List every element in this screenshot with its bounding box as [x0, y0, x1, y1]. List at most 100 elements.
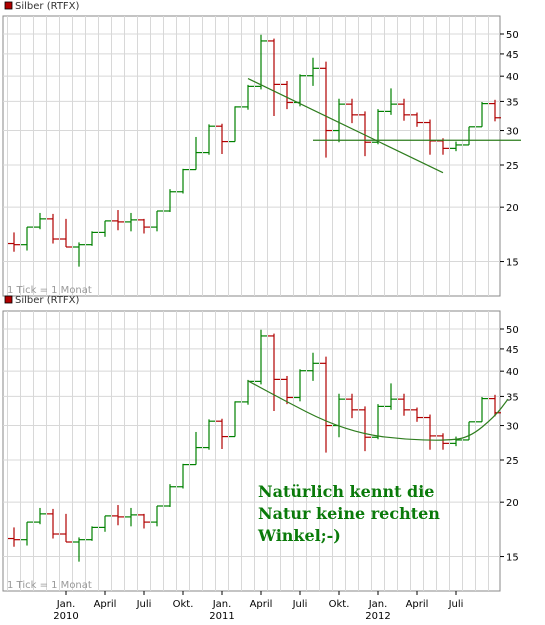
legend-swatch [4, 1, 13, 10]
y-tick-label: 25 [506, 161, 519, 172]
legend-swatch [4, 295, 13, 304]
y-tick-label: 15 [506, 258, 519, 269]
ohlc-bar [372, 109, 384, 145]
ohlc-bar [164, 189, 176, 212]
tick-footnote: 1 Tick = 1 Monat [7, 285, 92, 296]
y-tick-label: 40 [506, 72, 519, 83]
ohlc-bar [372, 404, 384, 440]
plot-area [2, 15, 501, 297]
ohlc-bar [359, 406, 371, 452]
ohlc-bar [398, 393, 410, 416]
plot-area [2, 310, 501, 592]
ohlc-bar [138, 218, 150, 234]
ohlc-bar [60, 218, 72, 248]
x-tick-label: Okt. [329, 599, 350, 610]
ohlc-bar [411, 407, 423, 422]
ohlc-bar [99, 515, 111, 532]
tick-footnote: 1 Tick = 1 Monat [7, 580, 92, 591]
x-year-label: 2010 [53, 611, 78, 622]
x-tick-label: April [406, 599, 429, 610]
ohlc-bar [125, 212, 137, 232]
ohlc-bar [463, 421, 475, 441]
ohlc-bar [73, 537, 85, 562]
x-year-label: 2011 [209, 611, 234, 622]
ohlc-bar [307, 352, 319, 381]
ohlc-bar [255, 34, 267, 90]
ohlc-bar [411, 112, 423, 127]
ohlc-bar [34, 212, 46, 230]
trendline-descending [247, 78, 444, 174]
ohlc-bar [229, 401, 241, 438]
ohlc-bar [177, 463, 189, 489]
y-tick-label: 25 [506, 456, 519, 467]
ohlc-bar [47, 213, 59, 244]
x-tick-label: Juli [292, 599, 308, 610]
ohlc-bar [21, 521, 33, 546]
ohlc-bar [99, 220, 111, 237]
ohlc-bar [281, 80, 293, 110]
y-tick-label: 35 [506, 392, 519, 403]
ohlc-bar [190, 136, 202, 171]
ohlc-bar [320, 61, 332, 158]
ohlc-bar [307, 57, 319, 86]
annotation-line: Natürlich kennt die [258, 482, 434, 501]
ohlc-bar [151, 505, 163, 527]
ohlc-bar [203, 419, 215, 450]
ohlc-bar [60, 513, 72, 543]
ohlc-bar [34, 507, 46, 525]
ohlc-bar [281, 375, 293, 405]
x-tick-label: Jan. [212, 599, 232, 610]
y-tick-label: 50 [506, 30, 519, 41]
ohlc-bar [398, 98, 410, 121]
ohlc-bar [86, 526, 98, 541]
ohlc-bar [320, 356, 332, 453]
ohlc-bar [476, 101, 488, 128]
x-tick-label: Okt. [173, 599, 194, 610]
x-tick-label: Jan. [56, 599, 76, 610]
x-tick-label: April [94, 599, 117, 610]
trend-curve [247, 380, 509, 441]
ohlc-bar [151, 210, 163, 232]
legend-label: Silber (RTFX) [15, 295, 80, 306]
ohlc-bar [255, 329, 267, 385]
ohlc-bar [21, 226, 33, 251]
ohlc-bar [8, 527, 20, 547]
ohlc-bar [229, 106, 241, 143]
ohlc-bar [8, 232, 20, 252]
ohlc-bar [359, 111, 371, 157]
ohlc-bar [138, 513, 150, 529]
ohlc-bar [112, 210, 124, 231]
x-tick-label: Juli [136, 599, 152, 610]
ohlc-bar [203, 124, 215, 155]
y-tick-label: 20 [506, 203, 519, 214]
y-tick-label: 40 [506, 367, 519, 378]
y-tick-label: 15 [506, 553, 519, 564]
ohlc-bar [164, 484, 176, 507]
annotation-line: Winkel;-) [257, 526, 341, 545]
y-tick-label: 30 [506, 422, 519, 433]
x-tick-label: Jan. [368, 599, 388, 610]
ohlc-bar [242, 84, 254, 110]
ohlc-bar [294, 369, 306, 402]
ohlc-bar [424, 414, 436, 450]
y-tick-label: 45 [506, 345, 519, 356]
x-tick-label: April [250, 599, 273, 610]
legend-label: Silber (RTFX) [15, 1, 80, 12]
ohlc-bar [489, 99, 501, 122]
ohlc-bar [190, 431, 202, 466]
ohlc-bar [216, 123, 228, 154]
ohlc-bar [268, 333, 280, 412]
ohlc-bar [216, 418, 228, 449]
ohlc-bar [450, 141, 462, 152]
ohlc-bar [86, 231, 98, 246]
ohlc-bar [450, 436, 462, 447]
ohlc-bar [424, 119, 436, 155]
chart-panel-1: 15 20 25 30 35 40 45 50 Silber (RTFX) 1 Tick = 1 … [2, 1, 521, 297]
ohlc-bar [437, 138, 449, 155]
chart-panel-2: 15 20 25 30 35 40 45 50 Silber (RTFX) 1 Tick = 1 … [2, 295, 519, 622]
ohlc-bar [112, 505, 124, 526]
y-tick-label: 35 [506, 97, 519, 108]
ohlc-bar [463, 126, 475, 146]
